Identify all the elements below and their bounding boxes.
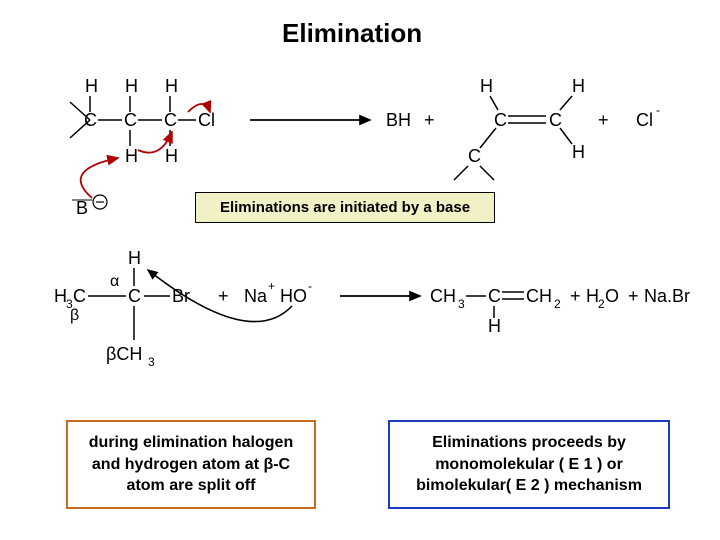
alpha-label: α <box>110 273 119 290</box>
prod-cl-minus: Cl <box>636 110 653 130</box>
svg-text:3: 3 <box>458 297 465 311</box>
box-halogen-l2: and hydrogen atom at β-C <box>92 456 290 473</box>
s2-h3c-c: C <box>73 286 86 306</box>
s2-ho-minus: - <box>308 279 312 293</box>
alkene-h3: H <box>572 142 585 162</box>
atom-h-c3-down: H <box>165 146 178 166</box>
atom-h-c2-up: H <box>125 76 138 96</box>
s2-na: Na <box>244 286 268 306</box>
svg-text:2: 2 <box>554 297 561 311</box>
box-mech-l1: Eliminations proceeds by <box>432 434 626 451</box>
s2-bch3: βCH <box>106 344 142 364</box>
plus-1a: + <box>424 110 435 130</box>
atom-h-c1-up: H <box>85 76 98 96</box>
atom-c3: C <box>164 110 177 130</box>
s2p-ch3: CH <box>430 286 456 306</box>
prod-cl-charge: - <box>656 103 660 117</box>
callout-base: Eliminations are initiated by a base <box>195 192 495 223</box>
s2p-c: C <box>488 286 501 306</box>
box-mechanism: Eliminations proceeds by monomolekular (… <box>388 420 670 509</box>
s2-ho: HO <box>280 286 307 306</box>
alkene-c1: C <box>494 110 507 130</box>
beta-label: β <box>70 307 79 324</box>
atom-c1: C <box>84 110 97 130</box>
box-halogen-l3: atom are split off <box>127 477 256 494</box>
alkene-c2: C <box>549 110 562 130</box>
base-b: B <box>76 198 88 218</box>
box-mech-l2: monomolekular ( E 1 ) or <box>435 456 623 473</box>
s2-central-c: C <box>128 286 141 306</box>
prod-bh: BH <box>386 110 411 130</box>
s2p-plus2: + <box>628 286 639 306</box>
curved-arrow-base <box>81 158 118 198</box>
s2p-nabr: Na.Br <box>644 286 690 306</box>
alkene-h1: H <box>480 76 493 96</box>
s2-plus: + <box>218 286 229 306</box>
svg-text:O: O <box>605 286 619 306</box>
atom-c2: C <box>124 110 137 130</box>
s2p-plus1: + <box>570 286 581 306</box>
s2p-ch2: CH <box>526 286 552 306</box>
atom-cl: Cl <box>198 110 215 130</box>
s2p-h: H <box>488 316 501 336</box>
svg-text:2: 2 <box>598 297 605 311</box>
atom-h-c2-down: H <box>125 146 138 166</box>
box-halogen: during elimination halogen and hydrogen … <box>66 420 316 509</box>
box-mech-l3: bimolekular( E 2 ) mechanism <box>416 477 642 494</box>
atom-h-c3-up: H <box>165 76 178 96</box>
plus-1b: + <box>598 110 609 130</box>
alkene-h2: H <box>572 76 585 96</box>
alkene-branch-c: C <box>468 146 481 166</box>
box-halogen-l1: during elimination halogen <box>89 434 293 451</box>
s2-h-up: H <box>128 248 141 268</box>
s2-na-plus: + <box>268 279 275 293</box>
svg-text:3: 3 <box>148 355 155 369</box>
